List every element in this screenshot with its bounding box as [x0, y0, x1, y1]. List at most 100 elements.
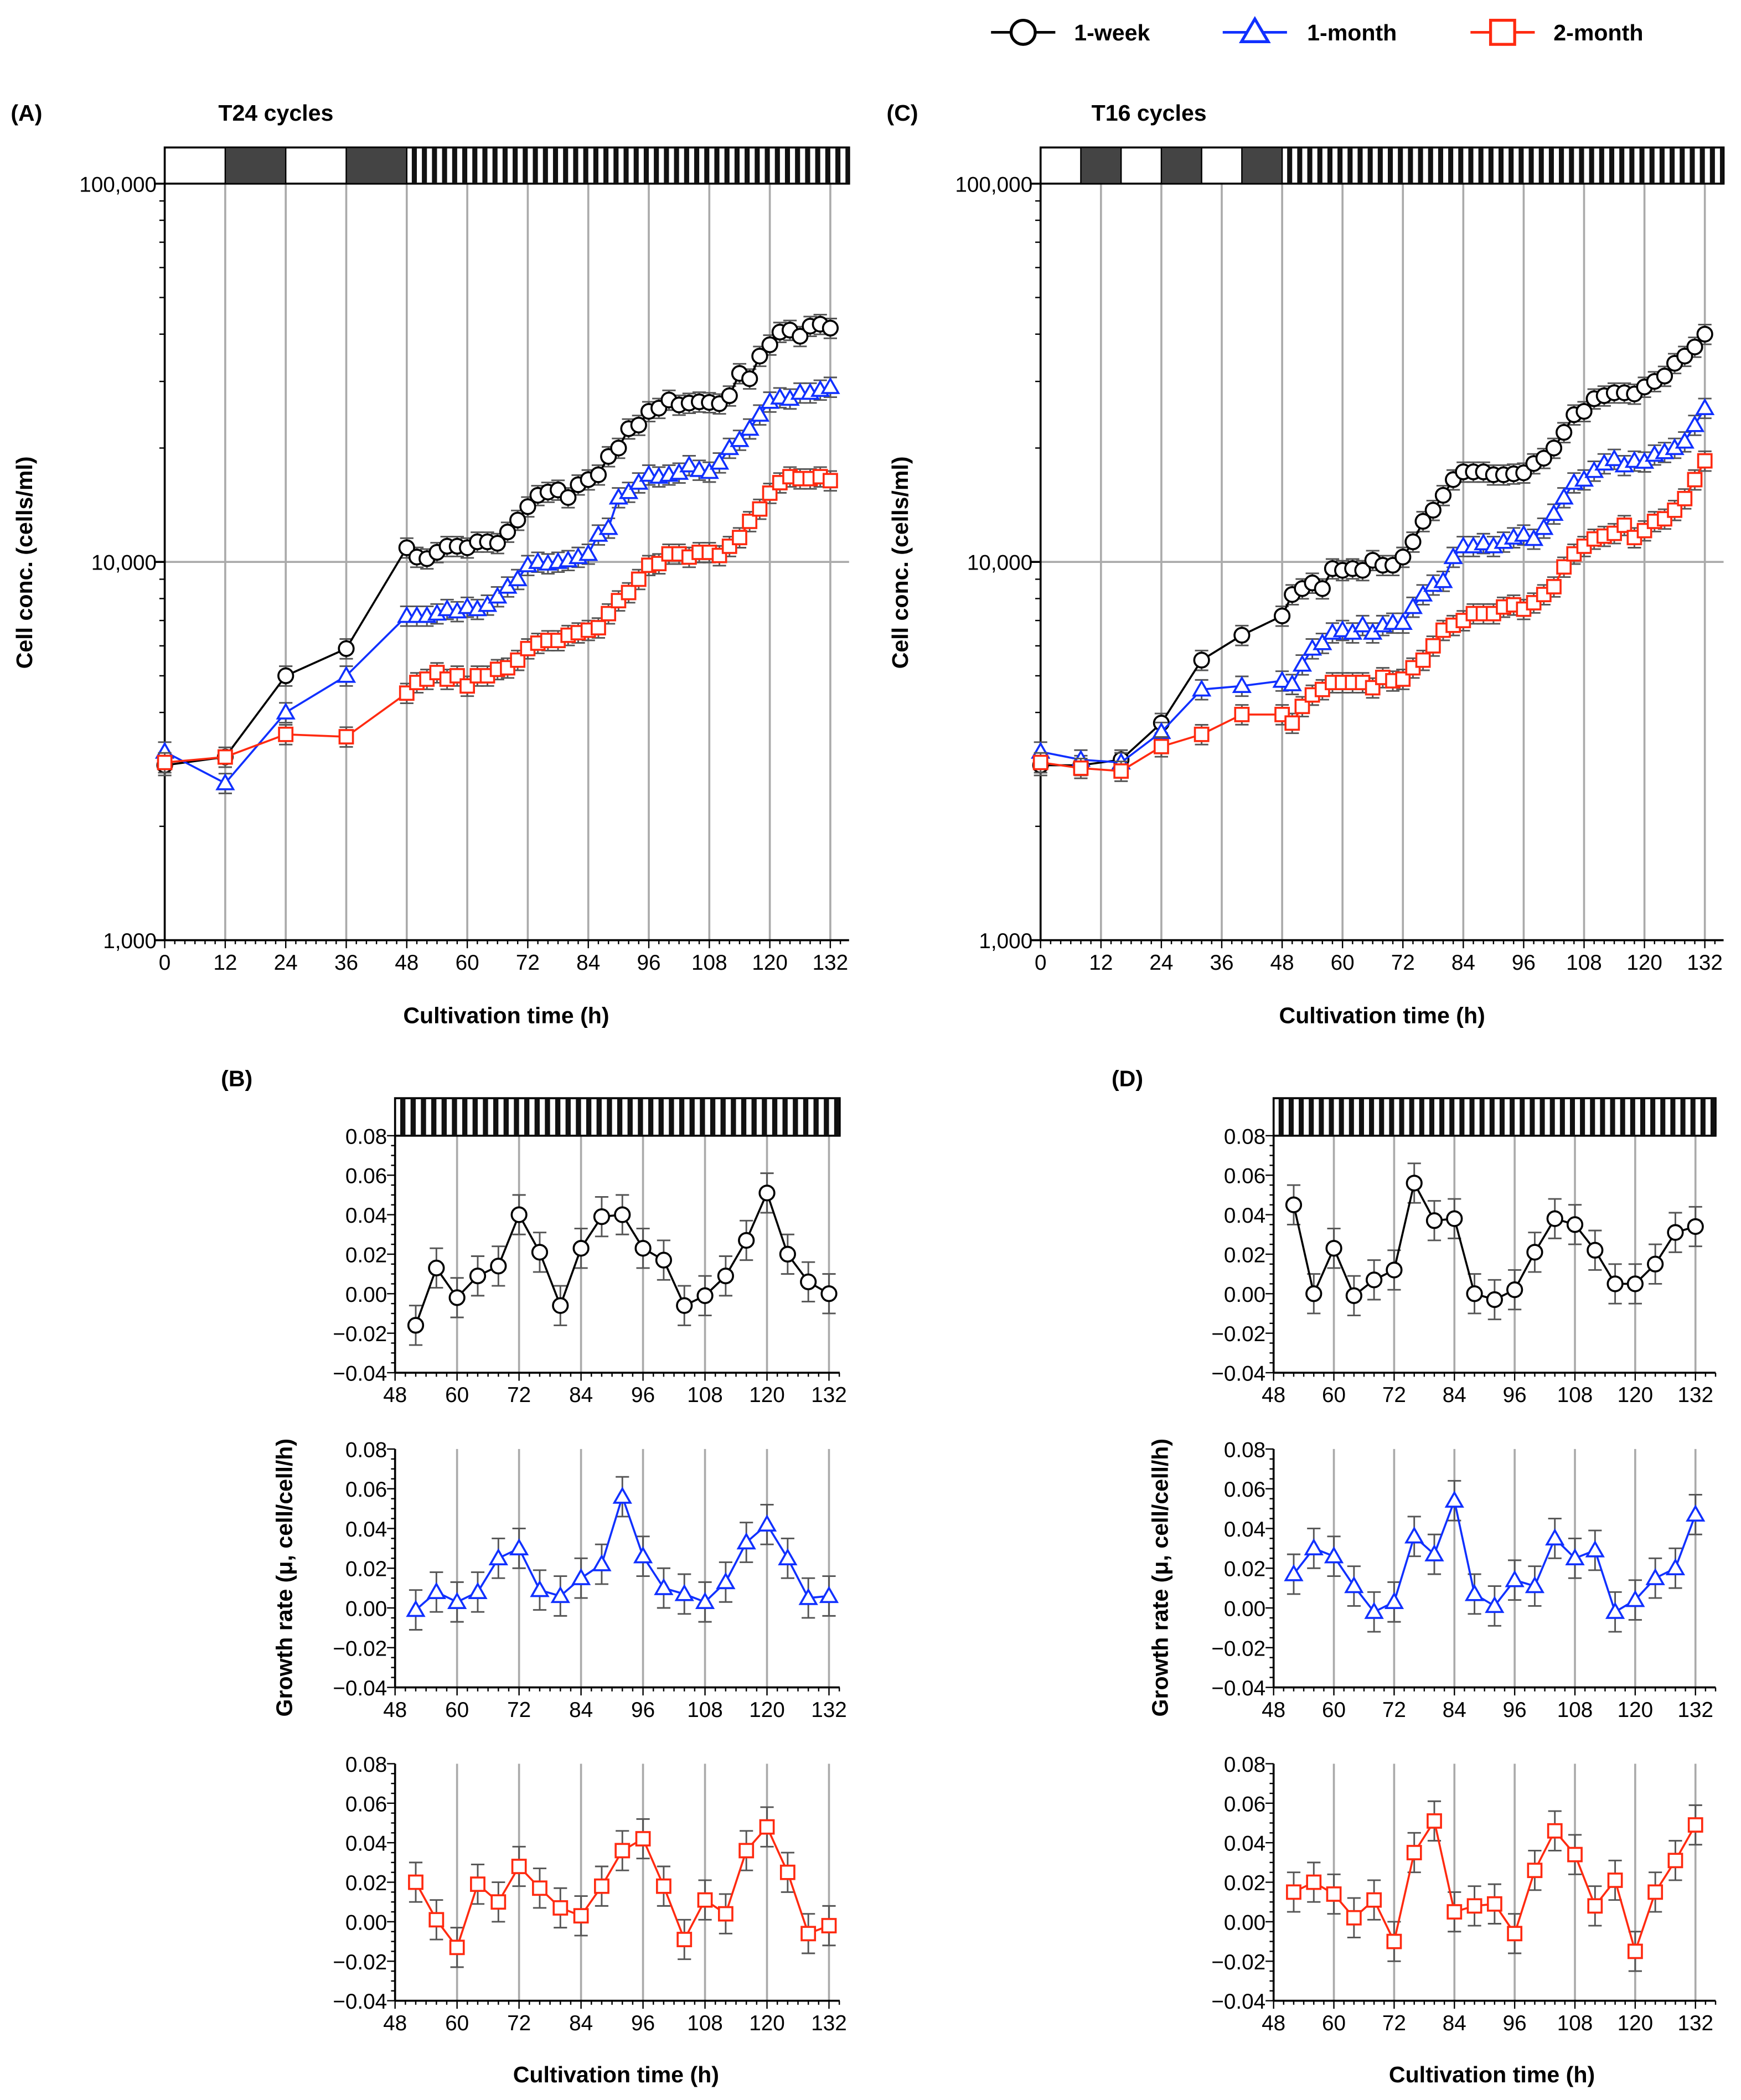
- dark-period-stripe: [1690, 1098, 1696, 1136]
- x-tick-label: 48: [1262, 1383, 1285, 1407]
- dark-period-stripe: [1299, 1098, 1304, 1136]
- y-tick-label: 0.06: [1224, 1792, 1265, 1816]
- dark-period-stripe: [1510, 1098, 1515, 1136]
- data-point-square: [697, 1892, 713, 1908]
- dark-period-stripe: [514, 1098, 519, 1136]
- y-axis-label-a: Cell conc. (cells/ml): [12, 456, 37, 669]
- data-point-circle: [469, 1268, 487, 1285]
- data-point-triangle: [1485, 1596, 1505, 1613]
- dark-period-stripe: [1599, 147, 1604, 184]
- dark-period-stripe: [1449, 1098, 1455, 1136]
- data-point-circle: [519, 498, 536, 515]
- x-tick-label: 60: [1322, 2011, 1346, 2035]
- dark-period-stripe: [714, 147, 720, 184]
- dark-period-stripe: [664, 147, 669, 184]
- dark-period-stripe: [731, 1098, 736, 1136]
- dark-period-stripe: [1520, 1098, 1525, 1136]
- dark-period-stripe: [1499, 1098, 1505, 1136]
- data-point-triangle: [1284, 1564, 1304, 1581]
- data-point-circle: [531, 1244, 549, 1261]
- dark-period-stripe: [1389, 1098, 1394, 1136]
- data-point-triangle: [457, 597, 477, 614]
- dark-period-stripe: [1317, 147, 1322, 184]
- x-tick-label: 60: [1322, 1698, 1346, 1722]
- x-tick-label: 60: [1331, 951, 1355, 975]
- y-tick-label: 0.02: [1224, 1558, 1265, 1581]
- dark-period-stripe: [573, 147, 578, 184]
- y-tick-label: 0.02: [1224, 1243, 1265, 1267]
- dark-period-stripe: [432, 147, 437, 184]
- x-tick-label: 48: [383, 2011, 407, 2035]
- dark-period-stripe: [1530, 1098, 1535, 1136]
- data-point-triangle: [1574, 469, 1594, 487]
- panel-tag-b: (B): [221, 1065, 252, 1091]
- dark-period-stripe: [563, 147, 569, 184]
- series-1-month: [1031, 397, 1715, 774]
- data-point-square: [738, 1843, 755, 1859]
- data-point-circle: [655, 1251, 673, 1269]
- dark-period-stripe: [805, 147, 810, 184]
- dark-period-stripe: [1367, 147, 1373, 184]
- data-point-square: [1326, 1886, 1342, 1902]
- data-point-triangle: [1505, 1570, 1525, 1587]
- data-point-circle: [572, 1240, 590, 1257]
- series-2-month: [1286, 1800, 1703, 1972]
- data-point-square: [1346, 1910, 1362, 1926]
- dark-period-stripe: [1710, 1098, 1716, 1136]
- dark-period-stripe: [825, 147, 830, 184]
- dark-period-stripe: [1418, 147, 1423, 184]
- panel-title-a: T24 cycles: [218, 100, 333, 126]
- data-point-circle: [1515, 464, 1532, 482]
- y-tick-label: 0.06: [345, 1165, 387, 1188]
- y-tick-label: 0.00: [1224, 1283, 1265, 1307]
- dark-period-stripe: [593, 147, 598, 184]
- x-tick-label: 84: [1443, 1383, 1466, 1407]
- dark-period-stripe: [513, 147, 518, 184]
- dark-period-stripe: [710, 1098, 716, 1136]
- dark-period-stripe: [704, 147, 710, 184]
- data-point-square: [601, 606, 617, 622]
- plots: 0 12 24 36 48 60 72 84 96 108 120 1321,00010,000100…: [79, 146, 1725, 2035]
- dark-period-stripe: [421, 1098, 426, 1136]
- x-tick-label: 72: [507, 1383, 531, 1407]
- x-tick-label: 12: [1089, 951, 1113, 975]
- data-point-circle: [1273, 607, 1291, 624]
- data-point-triangle: [730, 430, 750, 447]
- data-point-triangle: [736, 1532, 756, 1550]
- data-point-triangle: [1324, 1546, 1344, 1564]
- data-point-square: [1234, 706, 1250, 722]
- x-tick-label: 108: [1566, 951, 1602, 975]
- y-tick-label: 0.06: [345, 1478, 387, 1502]
- data-point-triangle: [1304, 1538, 1324, 1556]
- dark-period-stripe: [1428, 147, 1433, 184]
- dark-period-stripe: [1399, 1098, 1404, 1136]
- x-tick-label: 84: [569, 1698, 593, 1722]
- legend: 1-week 1-month 2-month: [991, 15, 1643, 46]
- dark-period-stripe: [502, 147, 508, 184]
- data-point-circle: [1687, 1218, 1704, 1235]
- dark-period-stripe: [1619, 147, 1625, 184]
- y-tick-label: −0.04: [1211, 1362, 1265, 1386]
- data-point-circle: [779, 1245, 796, 1263]
- data-point-square: [573, 1908, 589, 1924]
- legend-label: 2-month: [1553, 20, 1643, 45]
- x-tick-label: 84: [576, 951, 600, 975]
- data-point-circle: [1425, 1212, 1443, 1229]
- x-tick-label: 120: [1618, 1698, 1654, 1722]
- x-tick-label: 72: [507, 1698, 531, 1722]
- dark-period-stripe: [603, 147, 609, 184]
- x-tick-label: 120: [1618, 2011, 1654, 2035]
- data-point-circle: [761, 336, 778, 353]
- y-tick-label: 1,000: [979, 929, 1032, 953]
- dark-period-stripe: [583, 147, 588, 184]
- dark-period-stripe: [400, 1098, 406, 1136]
- data-point-triangle: [1625, 1590, 1645, 1607]
- data-point-square: [759, 1819, 775, 1835]
- data-point-square: [1587, 1898, 1603, 1914]
- x-tick-label: 60: [445, 1698, 469, 1722]
- dark-period-stripe: [493, 1098, 499, 1136]
- x-tick-label: 96: [631, 1383, 655, 1407]
- x-tick-label: 108: [1557, 2011, 1593, 2035]
- data-point-square: [732, 530, 747, 546]
- x-tick-label: 96: [637, 951, 660, 975]
